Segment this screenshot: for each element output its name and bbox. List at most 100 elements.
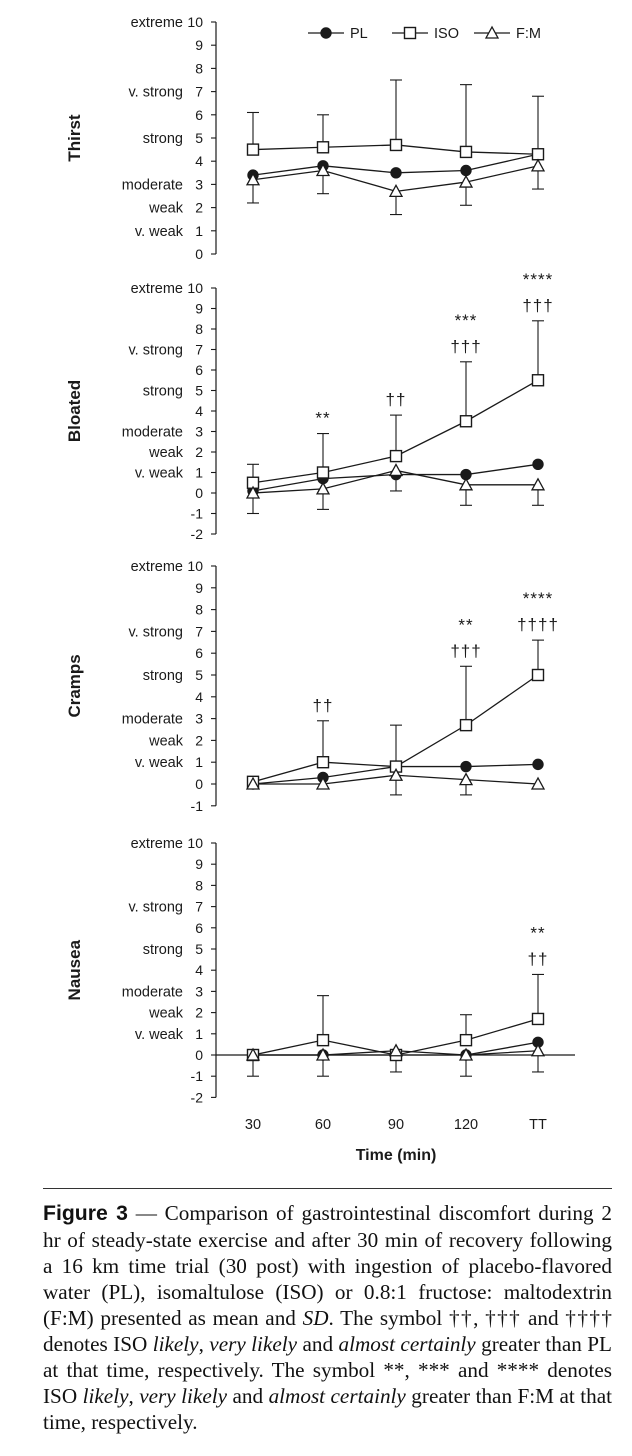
caption-very-likely-2: very likely [139,1384,228,1408]
legend-label-fm: F:M [516,26,541,42]
data-point-fm [315,481,331,495]
y-tick-label: 3 [195,983,203,999]
y-tick-label: 2 [195,1005,203,1021]
data-point-iso [531,148,545,161]
caption-text-1: Comparison of gastrointestinal discomfor… [43,1201,612,1330]
scale-label: extreme [131,281,183,297]
y-tick-label: 1 [195,1026,203,1042]
y-tick-label: 3 [195,176,203,192]
scale-label: extreme [131,836,183,852]
y-tick-label: 4 [195,153,203,169]
significance-label: †† [528,949,549,968]
caption-comma-2: , [128,1384,140,1408]
scale-label: extreme [131,15,183,31]
caption-and-2: and [227,1384,269,1408]
data-point-fm [315,1047,331,1061]
y-tick-label: 6 [195,645,203,661]
y-tick-label: 2 [195,200,203,216]
significance-label: ††† [522,296,553,315]
scale-label: v. weak [135,224,184,240]
scale-label: weak [148,733,184,749]
x-tick-label: TT [529,1117,547,1133]
y-tick-label: 4 [195,689,203,705]
legend-marker-pl [320,27,332,39]
scale-label: v. weak [135,755,184,771]
data-point-fm [458,174,474,188]
legend-label-iso: ISO [434,26,459,42]
caption-very-likely-1: very likely [209,1332,298,1356]
scale-label: moderate [122,984,183,1000]
data-point-iso [246,143,260,156]
significance-label: †† [313,696,334,715]
significance-label: ††† [450,337,481,356]
figure-chart: 0 1 v. weak 2 weak 3 moderate 4 5 strong 6 7 v. stro… [65,14,575,1164]
scale-label: extreme [131,559,183,575]
y-tick-label: 5 [195,383,203,399]
significance-label: ** [458,615,473,634]
caption-text-4: greater than F:M at that time, respectiv… [43,1384,613,1434]
x-tick-label: 60 [315,1117,331,1133]
data-point-fm [245,485,261,499]
significance-label: ** [315,409,330,428]
data-point-iso [459,415,473,428]
caption-and-1: and [297,1332,339,1356]
y-tick-label: 1 [195,754,203,770]
y-tick-label: 6 [195,362,203,378]
y-tick-label: 9 [195,301,203,317]
data-point-pl [460,760,472,773]
significance-label: †††† [517,615,559,634]
data-point-iso [316,141,330,154]
scale-label: weak [148,201,184,217]
panel-label-nausea: Nausea [65,939,84,1000]
scale-label: v. strong [128,343,183,359]
data-point-fm [388,463,404,477]
data-point-iso [316,466,330,479]
scale-label: moderate [122,712,183,728]
caption-almost-certainly-2: almost certainly [268,1384,406,1408]
scale-label: v. strong [128,85,183,101]
data-point-fm [458,1047,474,1061]
significance-label: **** [523,270,553,289]
figure-caption: Figure 3 — Comparison of gastrointestina… [43,1200,612,1435]
data-point-iso [459,1033,473,1047]
y-tick-label: 7 [195,623,203,639]
caption-likely-2: likely [82,1384,129,1408]
data-point-fm [458,772,474,786]
y-tick-label: 0 [195,776,203,792]
y-tick-label: 4 [195,962,203,978]
scale-label: v. strong [128,900,183,916]
y-tick-label: 1 [195,465,203,481]
y-tick-label: -2 [191,526,204,542]
scale-label: strong [143,942,183,958]
data-point-pl [532,458,544,470]
y-tick-label: 10 [187,14,203,30]
y-tick-label: 8 [195,321,203,337]
y-tick-label: 0 [195,1047,203,1063]
significance-label: †† [386,390,407,409]
significance-label: *** [455,311,478,330]
y-tick-label: 9 [195,580,203,596]
y-tick-label: 3 [195,424,203,440]
data-point-iso [459,718,473,732]
y-tick-label: 10 [187,835,203,851]
panel-label-thirst: Thirst [65,114,84,162]
y-tick-label: 7 [195,899,203,915]
data-point-pl [532,758,544,771]
data-point-iso [459,145,473,159]
data-point-fm [530,477,546,491]
y-tick-label: 8 [195,602,203,618]
y-tick-label: 8 [195,60,203,76]
legend-label-pl: PL [350,26,368,42]
y-tick-label: -1 [191,506,204,522]
y-tick-label: -2 [191,1089,204,1105]
data-point-iso [389,138,403,152]
scale-label: v. strong [128,624,183,640]
scale-label: v. weak [135,1027,184,1043]
x-axis-title: Time (min) [356,1147,437,1164]
data-point-iso [316,1033,330,1047]
legend-marker-fm [484,25,500,39]
x-tick-label: 30 [245,1117,261,1133]
scale-label: weak [148,1006,184,1022]
data-point-fm [388,767,404,781]
caption-text-3: greater than PL at that time, respective… [43,1332,612,1408]
